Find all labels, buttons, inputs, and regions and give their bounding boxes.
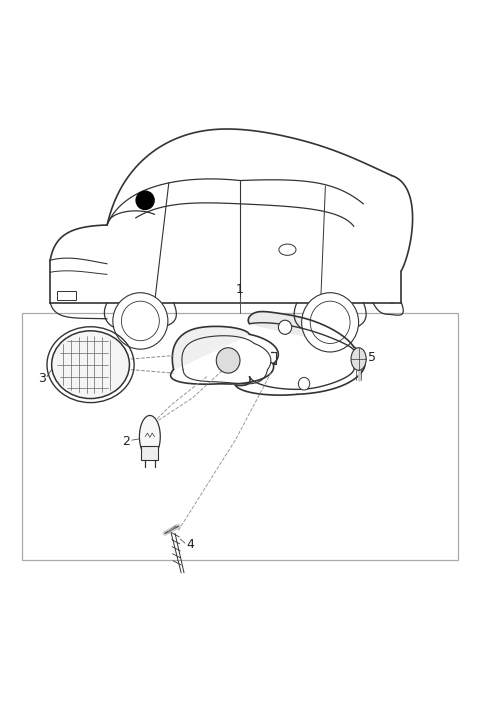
Polygon shape xyxy=(172,326,250,370)
Ellipse shape xyxy=(121,301,159,341)
Text: 4: 4 xyxy=(187,538,195,551)
Ellipse shape xyxy=(113,293,168,349)
FancyBboxPatch shape xyxy=(22,313,458,560)
Text: 1: 1 xyxy=(236,282,244,296)
Ellipse shape xyxy=(139,415,160,458)
Text: 3: 3 xyxy=(37,372,46,385)
Ellipse shape xyxy=(299,378,310,390)
Ellipse shape xyxy=(136,191,154,210)
Ellipse shape xyxy=(351,348,366,370)
FancyBboxPatch shape xyxy=(57,291,76,301)
Text: 5: 5 xyxy=(368,351,376,364)
Ellipse shape xyxy=(52,331,130,399)
Ellipse shape xyxy=(216,348,240,373)
Polygon shape xyxy=(248,311,354,347)
Ellipse shape xyxy=(278,320,292,334)
Ellipse shape xyxy=(310,301,350,343)
Text: 2: 2 xyxy=(122,435,130,448)
Ellipse shape xyxy=(301,293,359,352)
FancyBboxPatch shape xyxy=(141,446,158,460)
